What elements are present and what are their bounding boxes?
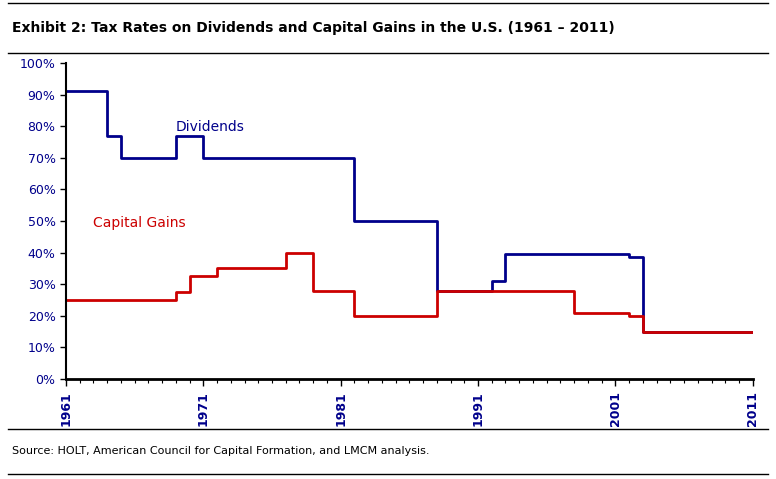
Text: Source: HOLT, American Council for Capital Formation, and LMCM analysis.: Source: HOLT, American Council for Capit…	[12, 446, 429, 456]
Text: Exhibit 2: Tax Rates on Dividends and Capital Gains in the U.S. (1961 – 2011): Exhibit 2: Tax Rates on Dividends and Ca…	[12, 21, 615, 35]
Text: Capital Gains: Capital Gains	[93, 217, 186, 230]
Text: Dividends: Dividends	[176, 120, 244, 134]
